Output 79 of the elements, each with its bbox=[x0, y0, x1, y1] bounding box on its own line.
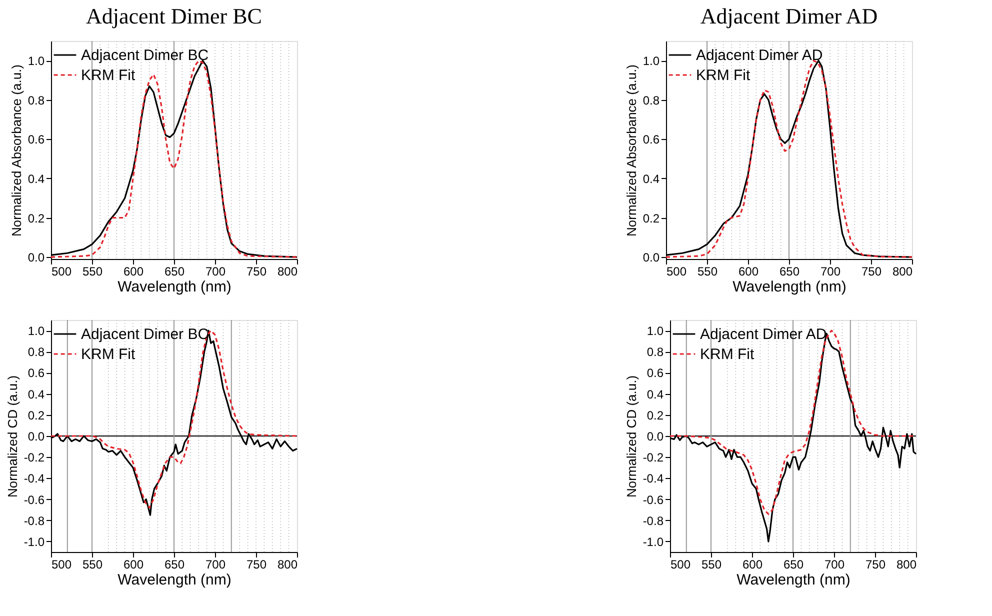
y-tick-label: 0.4 bbox=[28, 172, 45, 186]
y-tick-label: 0.4 bbox=[28, 387, 45, 402]
y-tick-label: 0.6 bbox=[642, 132, 660, 147]
x-tick-label: 700 bbox=[205, 558, 226, 572]
x-tick-label: 800 bbox=[277, 264, 298, 278]
y-tick-label: 0.2 bbox=[642, 211, 660, 226]
x-tick-label: 700 bbox=[824, 558, 845, 572]
legend-label: KRM Fit bbox=[81, 346, 136, 363]
x-tick-label: 500 bbox=[52, 558, 72, 572]
x-axis-title: Wavelength (nm) bbox=[732, 278, 846, 296]
y-tick-label: 0.0 bbox=[28, 430, 45, 444]
x-tick-label: 550 bbox=[82, 558, 103, 572]
y-axis-title: Normalized Absorbance (a.u.) bbox=[8, 64, 24, 236]
legend-label: Adjacent Dimer BC bbox=[81, 47, 209, 64]
y-axis-title: Normalized Absorbance (a.u.) bbox=[624, 64, 639, 236]
x-tick-label: 600 bbox=[123, 264, 144, 278]
y-tick-label: -0.2 bbox=[24, 450, 45, 465]
y-tick-label: 0.4 bbox=[642, 172, 660, 186]
x-tick-label: 750 bbox=[246, 264, 267, 278]
y-tick-label: -0.8 bbox=[642, 514, 664, 528]
x-tick-label: 550 bbox=[82, 264, 103, 278]
y-tick-label: 0.2 bbox=[28, 211, 45, 226]
y-tick-label: 0.0 bbox=[28, 250, 45, 265]
y-tick-label: -0.4 bbox=[642, 472, 664, 486]
x-axis-title: Wavelength (nm) bbox=[118, 278, 232, 296]
x-tick-label: 650 bbox=[783, 558, 804, 572]
x-tick-label: 550 bbox=[701, 558, 722, 572]
x-tick-label: 700 bbox=[820, 264, 841, 278]
y-tick-label: -1.0 bbox=[24, 534, 45, 549]
y-tick-label: 0.8 bbox=[642, 93, 660, 108]
y-axis-title: Normalized CD (a.u.) bbox=[4, 375, 20, 498]
x-tick-label: 600 bbox=[738, 264, 759, 278]
y-tick-label: -0.8 bbox=[24, 514, 45, 528]
y-tick-label: 0.8 bbox=[28, 345, 45, 360]
x-tick-label: 750 bbox=[865, 558, 886, 572]
y-tick-label: 0.2 bbox=[646, 408, 664, 422]
x-tick-label: 800 bbox=[896, 558, 917, 572]
y-tick-label: 0.0 bbox=[642, 250, 660, 265]
x-tick-label: 700 bbox=[205, 264, 226, 278]
legend-label: Adjacent Dimer AD bbox=[696, 47, 823, 64]
x-tick-label: 800 bbox=[892, 264, 913, 278]
y-tick-label: 0.6 bbox=[28, 366, 45, 380]
y-tick-label: 1.0 bbox=[646, 324, 664, 338]
x-tick-label: 600 bbox=[123, 558, 144, 572]
y-tick-label: 0.6 bbox=[646, 366, 664, 380]
y-tick-label: -1.0 bbox=[642, 534, 664, 549]
x-tick-label: 500 bbox=[670, 558, 691, 572]
y-tick-label: -0.4 bbox=[24, 472, 45, 486]
y-tick-label: 0.6 bbox=[28, 132, 45, 147]
legend-label: KRM Fit bbox=[696, 67, 751, 84]
y-tick-label: -0.2 bbox=[642, 450, 664, 465]
x-tick-label: 650 bbox=[164, 264, 185, 278]
y-tick-label: 0.0 bbox=[646, 430, 664, 444]
y-tick-label: 1.0 bbox=[28, 324, 45, 338]
x-axis-title: Wavelength (nm) bbox=[736, 572, 850, 588]
x-tick-label: 750 bbox=[861, 264, 882, 278]
x-tick-label: 500 bbox=[52, 264, 72, 278]
legend-label: Adjacent Dimer AD bbox=[700, 326, 827, 343]
x-tick-label: 600 bbox=[742, 558, 763, 572]
x-tick-label: 550 bbox=[697, 264, 718, 278]
chart-title: Adjacent Dimer AD bbox=[700, 4, 878, 28]
y-tick-label: 0.2 bbox=[28, 408, 45, 422]
legend-label: KRM Fit bbox=[81, 67, 136, 84]
x-axis-title: Wavelength (nm) bbox=[118, 572, 232, 588]
x-tick-label: 800 bbox=[277, 558, 298, 572]
x-tick-label: 750 bbox=[246, 558, 267, 572]
y-tick-label: 1.0 bbox=[28, 54, 45, 68]
y-tick-label: 0.4 bbox=[646, 387, 664, 402]
y-tick-label: 0.8 bbox=[646, 345, 664, 360]
legend-label: KRM Fit bbox=[700, 346, 755, 363]
chart-title: Adjacent Dimer BC bbox=[86, 4, 262, 28]
y-axis-title: Normalized CD (a.u.) bbox=[624, 375, 639, 498]
y-tick-label: -0.6 bbox=[642, 492, 664, 507]
x-tick-label: 500 bbox=[666, 264, 687, 278]
y-tick-label: 1.0 bbox=[642, 54, 660, 68]
x-tick-label: 650 bbox=[779, 264, 800, 278]
x-tick-label: 650 bbox=[164, 558, 185, 572]
y-tick-label: 0.8 bbox=[28, 93, 45, 108]
y-tick-label: -0.6 bbox=[24, 492, 45, 507]
